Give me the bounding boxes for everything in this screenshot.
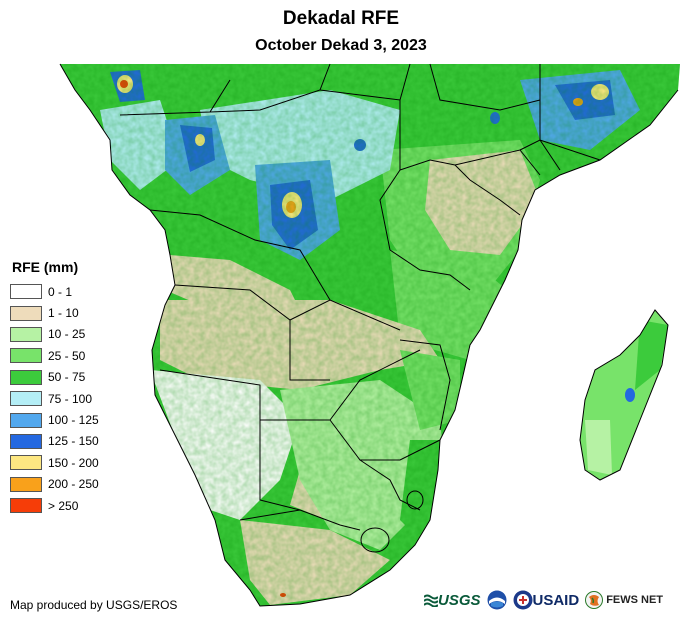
legend-swatch bbox=[10, 412, 42, 428]
legend-label: 200 - 250 bbox=[48, 477, 99, 492]
legend-title: RFE (mm) bbox=[12, 259, 79, 275]
legend-swatch bbox=[10, 348, 42, 364]
legend-item: > 250 bbox=[8, 495, 148, 516]
legend-swatch bbox=[10, 476, 42, 492]
legend-swatch bbox=[10, 391, 42, 407]
legend-item: 125 - 150 bbox=[8, 431, 148, 452]
legend-label: 1 - 10 bbox=[48, 306, 79, 321]
map-title: Dekadal RFE bbox=[282, 8, 400, 29]
usaid-logo: USAID bbox=[513, 590, 580, 610]
legend-item: 100 - 125 bbox=[8, 409, 148, 430]
fews-net-logo: FEWS NET bbox=[585, 591, 663, 609]
legend-swatch bbox=[10, 326, 42, 342]
legend-label: > 250 bbox=[48, 498, 79, 513]
legend-label: 125 - 150 bbox=[48, 434, 99, 449]
legend-swatch bbox=[10, 455, 42, 471]
usaid-text: USAID bbox=[532, 591, 580, 609]
fews-net-globe-icon bbox=[585, 591, 604, 609]
legend-item: 25 - 50 bbox=[8, 345, 148, 366]
usaid-seal-icon bbox=[513, 590, 533, 610]
legend-swatch bbox=[10, 369, 42, 385]
noaa-logo bbox=[487, 590, 507, 610]
usgs-logo: USGS bbox=[424, 592, 481, 609]
country-borders bbox=[59, 63, 679, 607]
usgs-text: USGS bbox=[438, 591, 481, 609]
mainland-rainfall bbox=[60, 64, 680, 606]
legend-label: 25 - 50 bbox=[48, 348, 86, 363]
legend: RFE (mm) 0 - 1 1 - 10 10 - 25 25 - 50 50 - 7… bbox=[8, 259, 148, 516]
legend-label: 150 - 200 bbox=[48, 455, 99, 470]
legend-item: 200 - 250 bbox=[8, 474, 148, 495]
legend-swatch bbox=[10, 284, 42, 300]
legend-label: 100 - 125 bbox=[48, 413, 99, 428]
map-subtitle: October Dekad 3, 2023 bbox=[255, 37, 427, 54]
map-credit: Map produced by USGS/EROS bbox=[10, 598, 178, 612]
usgs-wave-icon bbox=[424, 594, 438, 607]
legend-label: 0 - 1 bbox=[48, 284, 73, 299]
legend-item: 50 - 75 bbox=[8, 367, 148, 388]
legend-item: 150 - 200 bbox=[8, 452, 148, 473]
legend-label: 75 - 100 bbox=[48, 391, 93, 406]
noaa-bird-icon bbox=[487, 590, 507, 610]
legend-item: 0 - 1 bbox=[8, 281, 148, 302]
legend-item: 10 - 25 bbox=[8, 324, 148, 345]
legend-swatch bbox=[10, 498, 42, 514]
legend-swatch bbox=[10, 305, 42, 321]
logo-bar: USGS USAID FEWS NET bbox=[424, 586, 669, 614]
legend-label: 50 - 75 bbox=[48, 370, 86, 385]
legend-items: 0 - 1 1 - 10 10 - 25 25 - 50 50 - 75 75 - 100… bbox=[8, 281, 148, 516]
legend-item: 75 - 100 bbox=[8, 388, 148, 409]
legend-swatch bbox=[10, 433, 42, 449]
legend-item: 1 - 10 bbox=[8, 302, 148, 323]
legend-label: 10 - 25 bbox=[48, 327, 86, 342]
fews-net-text: FEWS NET bbox=[606, 594, 664, 606]
